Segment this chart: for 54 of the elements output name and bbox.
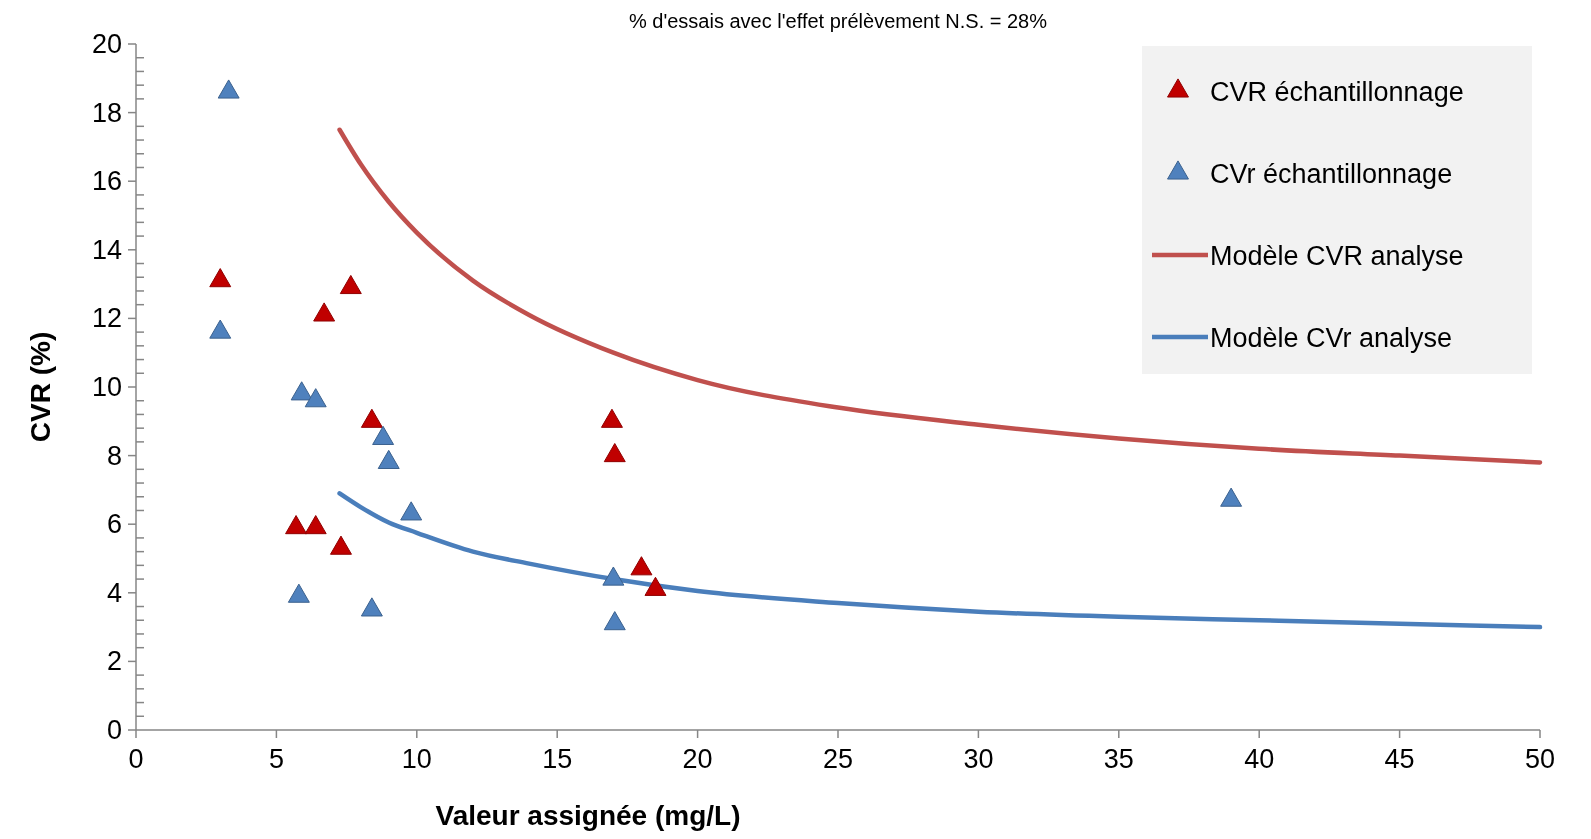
point xyxy=(304,388,327,408)
point xyxy=(360,597,383,617)
x-axis-title: Valeur assignée (mg/L) xyxy=(435,800,741,831)
point xyxy=(209,319,232,339)
x-tick-label: 5 xyxy=(268,744,284,774)
y-tick-label: 14 xyxy=(91,234,122,265)
x-tick-label: 40 xyxy=(1244,744,1275,774)
point xyxy=(400,501,423,521)
legend-label: CVr échantillonnage xyxy=(1210,159,1453,189)
chart-title: % d'essais avec l'effet prélèvement N.S. = 28% xyxy=(628,10,1048,32)
y-tick-label: 6 xyxy=(106,509,122,540)
y-tick-label: 20 xyxy=(91,29,122,59)
point xyxy=(313,302,336,322)
x-tick-label: 30 xyxy=(963,744,994,774)
point xyxy=(285,515,308,535)
x-tick-label: 25 xyxy=(822,744,854,774)
point xyxy=(360,408,383,428)
y-tick-label: 0 xyxy=(106,715,122,745)
point xyxy=(372,425,395,445)
point xyxy=(603,443,626,463)
point xyxy=(304,515,327,535)
x-tick-label: 35 xyxy=(1103,744,1134,774)
y-tick-label: 18 xyxy=(91,97,122,128)
x-tick-label: 10 xyxy=(401,744,432,774)
y-tick-label: 10 xyxy=(91,372,122,402)
legend-label: CVR échantillonnage xyxy=(1210,77,1464,107)
x-tick-label: 15 xyxy=(542,744,573,774)
point xyxy=(209,268,232,288)
point xyxy=(290,381,313,401)
point xyxy=(600,408,623,428)
y-axis-title: CVR (%) xyxy=(25,331,56,443)
legend-label: Modèle CVr analyse xyxy=(1210,323,1453,353)
y-tick-label: 8 xyxy=(106,440,122,471)
y-tick-label: 16 xyxy=(91,166,122,197)
x-tick-label: 0 xyxy=(128,744,144,774)
x-tick-label: 50 xyxy=(1524,744,1556,774)
y-tick-label: 2 xyxy=(106,646,122,677)
point xyxy=(644,576,667,596)
y-tick-label: 12 xyxy=(91,303,122,334)
line-series xyxy=(337,491,1543,630)
line-series xyxy=(337,127,1543,465)
point xyxy=(603,611,626,631)
x-tick-label: 20 xyxy=(682,744,713,774)
y-tick-label: 4 xyxy=(106,577,122,608)
legend-label: Modèle CVR analyse xyxy=(1210,241,1464,271)
point xyxy=(330,535,352,555)
point xyxy=(287,583,310,603)
point xyxy=(1220,487,1243,507)
x-tick-label: 45 xyxy=(1384,744,1415,774)
point xyxy=(630,556,653,576)
point xyxy=(217,79,240,99)
point xyxy=(602,566,625,586)
point xyxy=(377,449,400,470)
point xyxy=(339,274,362,295)
